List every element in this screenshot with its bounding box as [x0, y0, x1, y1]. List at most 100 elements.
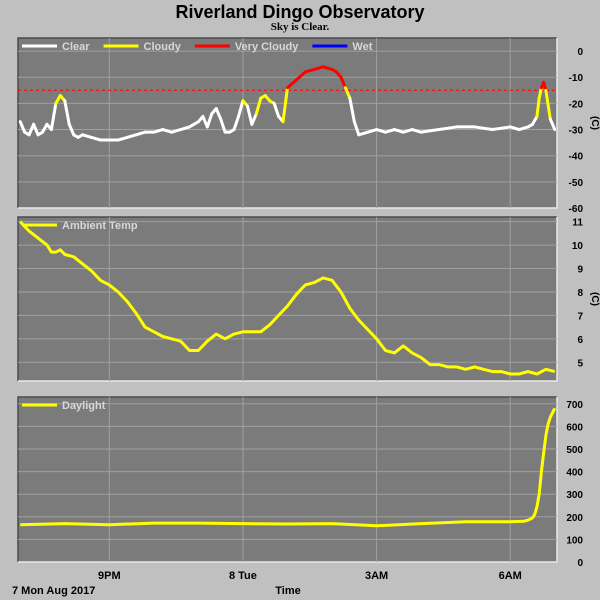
- y-tick-label: 5: [577, 358, 583, 369]
- sky-segment: [245, 104, 254, 126]
- plot-border-dark: [17, 37, 557, 208]
- sky-segment: [81, 133, 93, 139]
- sky-segment: [232, 114, 240, 132]
- legend-label: Daylight: [62, 400, 106, 412]
- sky-segment: [179, 125, 191, 132]
- sky-segment: [32, 122, 40, 137]
- sky-segment: [384, 128, 396, 134]
- sky-segment: [294, 70, 307, 82]
- y-tick-label: 11: [572, 218, 583, 229]
- sky-segment: [170, 128, 183, 134]
- sky-segment: [281, 86, 289, 124]
- x-axis-label: Time: [275, 585, 300, 597]
- x-tick-label: 8 Tue: [229, 570, 257, 582]
- sky-segment: [116, 135, 129, 142]
- x-tick-label: 9PM: [98, 570, 121, 582]
- sky-segment: [375, 128, 387, 134]
- y-tick-label: 9: [577, 265, 583, 276]
- y-tick-label: -50: [569, 178, 584, 189]
- x-tick-label: 3AM: [365, 570, 388, 582]
- y-tick-label: 700: [566, 400, 583, 411]
- sky-segment: [366, 128, 379, 134]
- sky-segment: [152, 128, 165, 134]
- y-tick-label: 6: [577, 335, 583, 346]
- sky-segment: [535, 96, 541, 118]
- sky-segment: [237, 99, 245, 118]
- sky-segment: [312, 65, 325, 71]
- sky-segment: [254, 96, 263, 116]
- x-tick-label: 6AM: [499, 570, 522, 582]
- panel-daylight: 0 100 200 300 400 500 600 700 Daylight: [17, 396, 583, 569]
- sky-segment: [188, 120, 200, 129]
- sky-segment: [548, 117, 557, 132]
- sky-segment: [18, 120, 27, 134]
- y-tick-label: 600: [566, 422, 583, 433]
- sky-segment: [490, 125, 512, 132]
- y-tick-label: 10: [572, 241, 584, 252]
- y-tick-label: -40: [569, 152, 584, 163]
- sky-segment: [125, 133, 138, 139]
- x-start-date: 7 Mon Aug 2017: [12, 585, 95, 597]
- y-tick-label: 500: [566, 445, 583, 456]
- y-tick-label: 200: [566, 513, 583, 524]
- y-tick-label: 7: [577, 311, 583, 322]
- y-tick-label: -10: [569, 73, 584, 84]
- sky-segment: [508, 125, 521, 132]
- sky-status: Sky is Clear.: [270, 21, 330, 33]
- chart-title: Riverland Dingo Observatory: [175, 2, 425, 22]
- sky-segment: [63, 99, 71, 126]
- legend-label: Cloudy: [144, 41, 182, 53]
- y-tick-label: -60: [569, 204, 584, 215]
- ambient-series-line: [19, 220, 556, 376]
- legend-label: Very Cloudy: [235, 41, 299, 53]
- y-axis-label: (C): [589, 292, 600, 306]
- plot-border-light: [18, 38, 558, 209]
- plot-area: [18, 38, 557, 208]
- sky-segment: [401, 128, 414, 134]
- sky-segment: [544, 88, 552, 121]
- y-tick-label: 0: [577, 47, 583, 58]
- legend-label: Ambient Temp: [62, 220, 138, 232]
- plot-area: [18, 397, 557, 562]
- y-tick-label: 300: [566, 490, 583, 501]
- plot-border-light: [18, 217, 558, 382]
- sky-segment: [286, 78, 298, 90]
- sky-segment: [49, 101, 58, 132]
- sky-segment: [161, 128, 174, 134]
- sky-segment: [352, 120, 361, 137]
- sky-segment: [134, 130, 147, 137]
- sky-segment: [219, 117, 227, 134]
- y-axis-label: (C): [589, 116, 600, 130]
- sky-segment: [517, 125, 530, 132]
- y-tick-label: 100: [566, 535, 583, 546]
- sky-segment: [348, 96, 356, 124]
- sky-segment: [90, 135, 102, 142]
- plot-border-dark: [17, 396, 557, 562]
- sky-segment: [410, 128, 423, 134]
- plot-area: [18, 217, 557, 381]
- sky-segment: [339, 75, 347, 90]
- daylight-series-line: [20, 407, 557, 528]
- sky-segment: [537, 86, 543, 100]
- plot-border-light: [18, 397, 558, 563]
- sky-segment: [473, 125, 494, 132]
- sky-segment: [343, 86, 352, 100]
- y-tick-label: -20: [569, 99, 584, 110]
- sky-segment: [272, 101, 281, 118]
- panel-ambient: 5 6 7 8 9 10 11 (C) Ambient Temp: [17, 216, 600, 382]
- sky-segment: [205, 112, 214, 129]
- sky-segment: [419, 128, 441, 134]
- sky-segment: [437, 125, 459, 132]
- legend-label: Clear: [62, 41, 90, 53]
- sky-segment: [531, 114, 539, 126]
- y-tick-label: 0: [577, 558, 583, 569]
- plot-border-dark: [17, 216, 557, 381]
- sky-segment: [250, 112, 258, 126]
- y-tick-label: -30: [569, 126, 584, 137]
- sky-segment: [303, 67, 316, 74]
- sky-segment: [214, 107, 223, 121]
- y-tick-label: 8: [577, 288, 583, 299]
- sky-segment: [321, 65, 334, 71]
- sky-segment: [357, 130, 370, 137]
